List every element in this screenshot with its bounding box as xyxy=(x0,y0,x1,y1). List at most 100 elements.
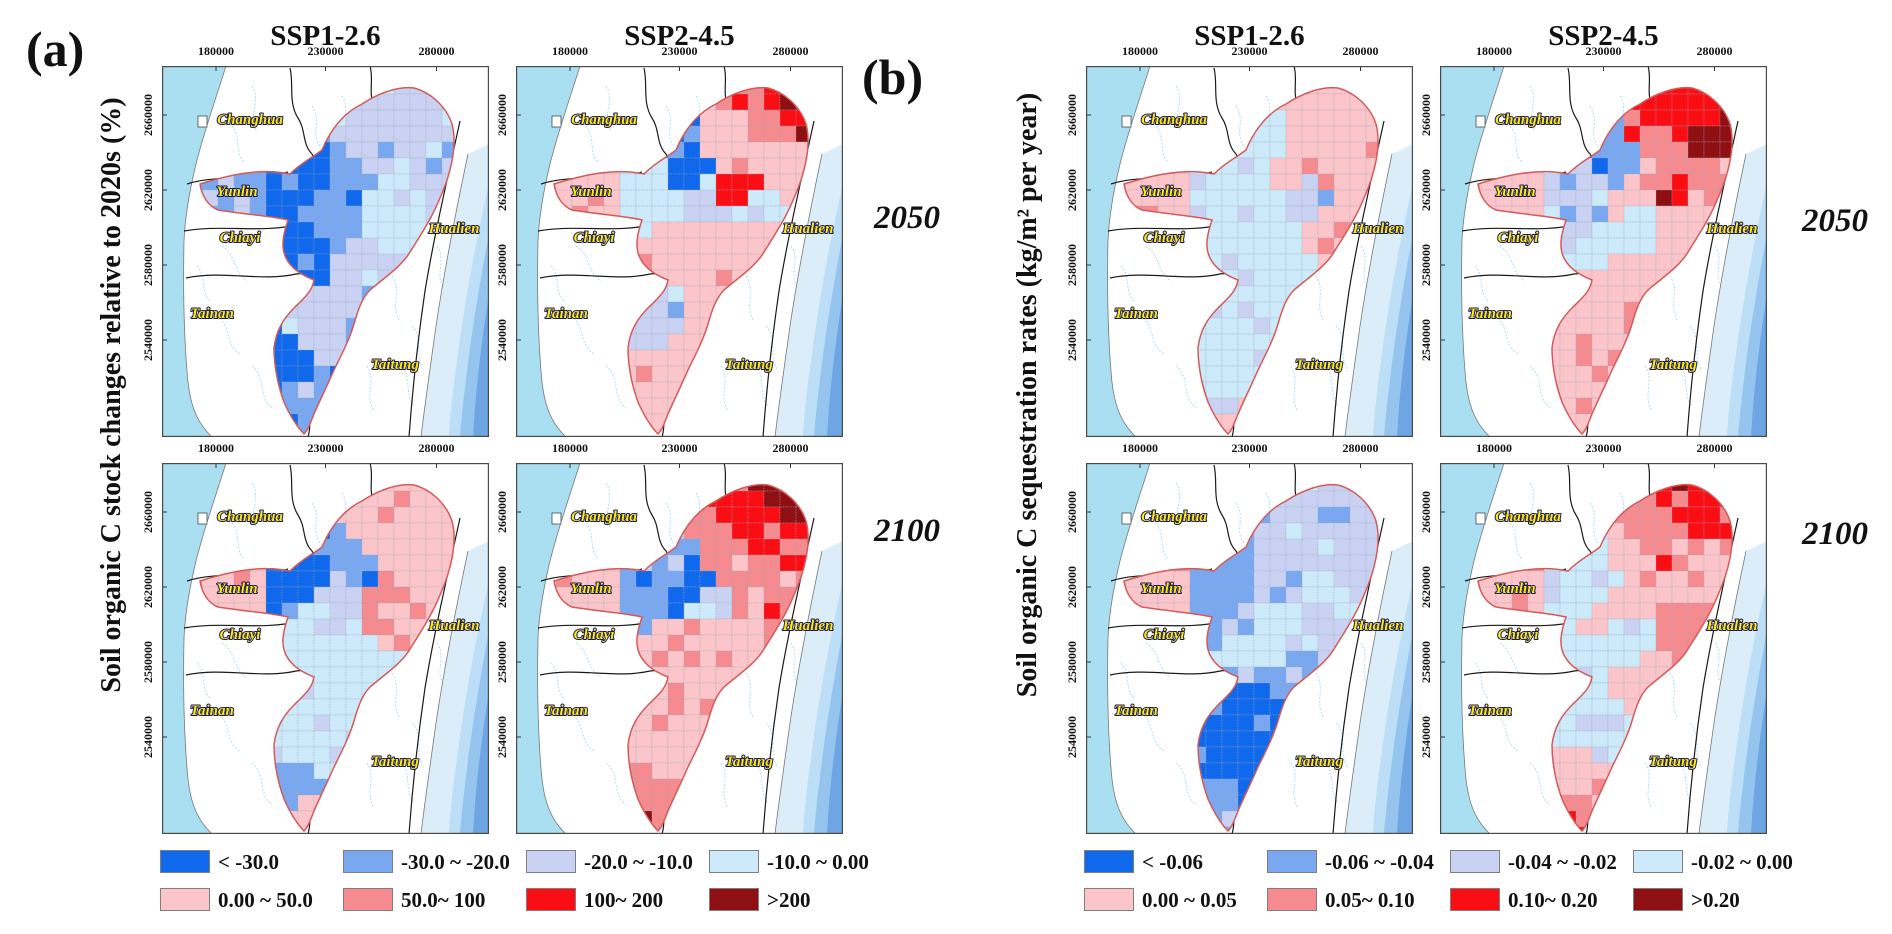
region-labels: Changhua Yunlin Chiayi Hualien Tainan Taitung xyxy=(543,111,834,374)
x-tick-label: 280000 xyxy=(418,44,455,58)
coastlines xyxy=(1461,66,1747,437)
sea-west xyxy=(162,463,226,834)
sea-west xyxy=(1086,66,1150,437)
map-frame xyxy=(1440,463,1767,834)
y-tick-label: 2540000 xyxy=(495,716,509,758)
x-tick-label: 280000 xyxy=(772,441,809,455)
offshore-island xyxy=(1121,115,1132,128)
region-label-yunlin: Yunlin xyxy=(570,184,611,200)
legend-swatch xyxy=(1450,888,1500,911)
region-label-hualien: Hualien xyxy=(1352,618,1404,634)
scenario-title-ssp2-4.5: SSP2-4.5 xyxy=(624,20,735,52)
y-tick-label: 2580000 xyxy=(1065,244,1079,286)
region-label-yunlin: Yunlin xyxy=(1494,581,1535,597)
watershed-outline xyxy=(1477,86,1733,436)
region-label-taitung: Taitung xyxy=(1295,357,1343,373)
sea-east xyxy=(421,541,489,834)
region-label-hualien: Hualien xyxy=(428,618,480,634)
region-labels: Changhua Yunlin Chiayi Hualien Tainan Taitung xyxy=(189,111,480,374)
y-tick-label: 2580000 xyxy=(495,244,509,286)
x-tick-label: 280000 xyxy=(772,44,809,58)
sea-west xyxy=(162,66,226,437)
y-tick-label: 2620000 xyxy=(1419,566,1433,608)
x-tick-label: 280000 xyxy=(418,441,455,455)
y-tick-label: 2540000 xyxy=(1065,716,1079,758)
map-canvas: Changhua Yunlin Chiayi Hualien Tainan Taitung xyxy=(516,463,843,834)
watershed-outline xyxy=(553,86,809,436)
y-tick-label: 2580000 xyxy=(1419,641,1433,683)
region-label-chiayi: Chiayi xyxy=(220,230,262,246)
x-tick-label: 180000 xyxy=(552,441,588,455)
legend-swatch xyxy=(343,850,393,873)
region-label-tainan: Tainan xyxy=(1468,306,1512,322)
sea-east xyxy=(421,144,489,437)
region-label-yunlin: Yunlin xyxy=(570,581,611,597)
y-tick-label: 2620000 xyxy=(1065,169,1079,211)
offshore-island xyxy=(551,512,562,525)
x-tick-label: 280000 xyxy=(1696,441,1733,455)
region-labels: Changhua Yunlin Chiayi Hualien Tainan Taitung xyxy=(189,508,480,771)
y-tick-label: 2620000 xyxy=(141,169,155,211)
region-label-hualien: Hualien xyxy=(782,221,834,237)
y-tick-label: 2620000 xyxy=(495,566,509,608)
coastlines xyxy=(537,463,823,834)
legend-swatch xyxy=(1450,850,1500,873)
legend-label: -0.06 ~ -0.04 xyxy=(1325,850,1434,874)
x-tick-label: 230000 xyxy=(307,44,344,58)
y-tick-label: 2580000 xyxy=(141,641,155,683)
region-label-changhua: Changhua xyxy=(571,112,637,128)
region-label-changhua: Changhua xyxy=(1495,509,1561,525)
x-tick-label: 280000 xyxy=(1342,441,1379,455)
y-tick-label: 2540000 xyxy=(141,319,155,361)
sea-east xyxy=(1345,541,1413,834)
map-b-ssp2-4.5-2050: SSP2-4.5 180000 230000 280000 2660000 2620000… xyxy=(1419,20,1767,437)
region-label-hualien: Hualien xyxy=(1352,221,1404,237)
y-tick-label: 2540000 xyxy=(1419,319,1433,361)
region-label-tainan: Tainan xyxy=(544,306,588,322)
sea-west xyxy=(1440,463,1504,834)
legend-swatch xyxy=(160,888,210,911)
region-label-chiayi: Chiayi xyxy=(220,627,262,643)
region-labels: Changhua Yunlin Chiayi Hualien Tainan Taitung xyxy=(1467,111,1758,374)
legend-swatch xyxy=(1633,850,1683,873)
x-tick-label: 180000 xyxy=(1122,441,1158,455)
watershed-outline xyxy=(1477,483,1733,833)
region-label-chiayi: Chiayi xyxy=(574,230,616,246)
region-label-tainan: Tainan xyxy=(544,703,588,719)
coastlines xyxy=(1461,463,1747,834)
panel-b-axis-title: Soil organic C sequestration rates (kg/m… xyxy=(1012,92,1043,698)
map-frame xyxy=(162,463,489,834)
y-tick-label: 2660000 xyxy=(141,491,155,533)
x-tick-label: 230000 xyxy=(1585,44,1622,58)
legend-label: -0.04 ~ -0.02 xyxy=(1508,850,1617,874)
legend-swatch xyxy=(1267,850,1317,873)
region-label-changhua: Changhua xyxy=(217,112,283,128)
coastlines xyxy=(183,463,469,834)
panel-a-axis-title: Soil organic C stock changes relative to… xyxy=(96,97,127,693)
legend-swatch xyxy=(709,888,759,911)
x-tick-label: 230000 xyxy=(661,441,698,455)
coastlines xyxy=(537,66,823,437)
y-tick-label: 2660000 xyxy=(495,94,509,136)
watershed-outline xyxy=(553,483,809,833)
legend-swatch xyxy=(160,850,210,873)
legend-swatch xyxy=(1633,888,1683,911)
panel-b-year-2100: 2100 xyxy=(1802,516,1868,552)
map-b-ssp1-2.6-2050: SSP1-2.6 180000 230000 280000 2660000 2620000… xyxy=(1065,20,1413,437)
region-labels: Changhua Yunlin Chiayi Hualien Tainan Taitung xyxy=(543,508,834,771)
panel-b-label: (b) xyxy=(862,49,924,105)
map-canvas: Changhua Yunlin Chiayi Hualien Tainan Taitung xyxy=(1440,463,1767,834)
legend-label: 50.0~ 100 xyxy=(401,888,486,912)
river-lines xyxy=(550,482,799,809)
map-frame xyxy=(1086,66,1413,437)
y-tick-label: 2660000 xyxy=(1065,94,1079,136)
legend-label: 0.00 ~ 0.05 xyxy=(1142,888,1237,912)
y-tick-label: 2660000 xyxy=(1419,491,1433,533)
panel-a-year-2050: 2050 xyxy=(874,200,940,236)
x-tick-label: 180000 xyxy=(198,441,234,455)
x-tick-label: 180000 xyxy=(552,44,588,58)
sea-east xyxy=(775,144,843,437)
region-label-yunlin: Yunlin xyxy=(216,184,257,200)
sea-west xyxy=(1086,463,1150,834)
region-label-taitung: Taitung xyxy=(725,357,773,373)
